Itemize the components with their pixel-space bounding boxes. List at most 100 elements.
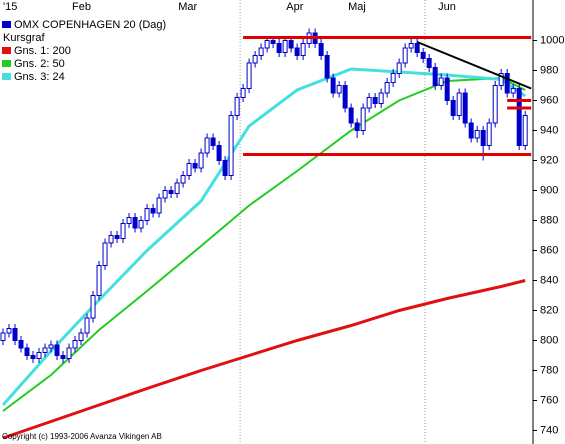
candle-body — [222, 160, 228, 176]
candle-body — [6, 328, 12, 334]
candle-body — [234, 97, 240, 116]
legend-title: OMX COPENHAGEN 20 (Dag) — [14, 19, 166, 31]
candle-body — [522, 115, 528, 146]
x-tick-label: Feb — [72, 1, 91, 13]
candle-body — [108, 235, 114, 244]
candle-body — [180, 175, 186, 184]
y-tick-label: 780 — [540, 364, 558, 376]
candle-body — [270, 40, 276, 44]
copyright: Copyright (c) 1993-2006 Avanza Vikingen … — [2, 432, 162, 441]
candle-body — [216, 145, 222, 161]
candle-body — [432, 67, 438, 86]
x-tick-label: Maj — [348, 1, 366, 13]
candle-body — [396, 62, 402, 74]
candle-body — [504, 73, 510, 94]
legend-heading: Kursgraf — [3, 32, 46, 44]
candle-body — [0, 332, 6, 341]
candle-body — [252, 55, 258, 64]
x-tick-label: Jun — [438, 1, 456, 13]
legend-swatch — [2, 47, 11, 54]
candle-body — [300, 43, 306, 56]
candle-body — [192, 163, 198, 169]
candle-body — [276, 43, 282, 53]
y-tick-label: 760 — [540, 394, 558, 406]
candle-body — [438, 77, 444, 86]
candle-body — [294, 47, 300, 56]
candle-body — [126, 217, 132, 224]
y-tick-label: 1000 — [540, 34, 564, 46]
candle-body — [474, 130, 480, 139]
candle-body — [426, 58, 432, 68]
y-tick-label: 840 — [540, 274, 558, 286]
legend-label: Gns. 2: 50 — [14, 58, 65, 70]
candle-body — [48, 344, 54, 349]
candle-body — [42, 347, 48, 353]
y-tick-label: 940 — [540, 124, 558, 136]
candle-body — [384, 82, 390, 94]
candle-body — [228, 115, 234, 176]
legend-swatch — [2, 73, 11, 80]
x-tick-label: Apr — [286, 1, 303, 13]
candle-body — [354, 122, 360, 131]
candle-body — [12, 328, 18, 341]
candle-body — [414, 43, 420, 53]
candle-body — [318, 43, 324, 56]
candle-body — [162, 190, 168, 199]
candle-body — [204, 137, 210, 154]
candle-body — [120, 223, 126, 239]
x-tick-label: '15 — [3, 1, 17, 13]
candle-body — [366, 97, 372, 109]
candle-body — [372, 97, 378, 104]
moving-average — [2, 279, 526, 440]
candle-body — [54, 344, 60, 356]
candle-body — [492, 85, 498, 124]
candle-body — [468, 122, 474, 139]
candle-body — [408, 43, 414, 49]
moving-average — [2, 76, 526, 412]
legend-label: Gns. 3: 24 — [14, 71, 65, 83]
candle-body — [78, 332, 84, 341]
candle-body — [114, 235, 120, 239]
candle-body — [450, 100, 456, 116]
candle-body — [264, 40, 270, 49]
candle-body — [174, 182, 180, 194]
x-tick-label: Mar — [178, 1, 197, 13]
candle-body — [30, 355, 36, 359]
candle-body — [246, 62, 252, 89]
candle-body — [402, 47, 408, 64]
candle-body — [90, 295, 96, 319]
candle-body — [138, 220, 144, 229]
candle-body — [60, 355, 66, 359]
candle-body — [510, 88, 516, 94]
candle-body — [360, 107, 366, 131]
y-tick-label: 820 — [540, 304, 558, 316]
candle-body — [36, 352, 42, 359]
trend-line — [416, 41, 532, 90]
y-tick-label: 740 — [540, 424, 558, 436]
candle-body — [390, 73, 396, 83]
candle-body — [198, 152, 204, 169]
legend-swatch — [2, 21, 11, 28]
candle-body — [24, 347, 30, 356]
y-tick-label: 900 — [540, 184, 558, 196]
candle-body — [84, 317, 90, 334]
candle-body — [282, 40, 288, 53]
candle-body — [420, 52, 426, 59]
candle-body — [498, 73, 504, 86]
candle-body — [516, 88, 522, 146]
y-tick-label: 980 — [540, 64, 558, 76]
candle-body — [168, 190, 174, 194]
candle-body — [72, 340, 78, 349]
candle-body — [186, 163, 192, 176]
candle-body — [480, 130, 486, 146]
y-tick-label: 860 — [540, 244, 558, 256]
legend-label: Gns. 1: 200 — [14, 45, 71, 57]
y-tick-label: 800 — [540, 334, 558, 346]
candle-body — [144, 208, 150, 221]
candle-body — [324, 55, 330, 79]
candle-body — [378, 92, 384, 104]
candle-body — [240, 88, 246, 98]
candle-body — [444, 77, 450, 101]
y-tick-label: 960 — [540, 94, 558, 106]
